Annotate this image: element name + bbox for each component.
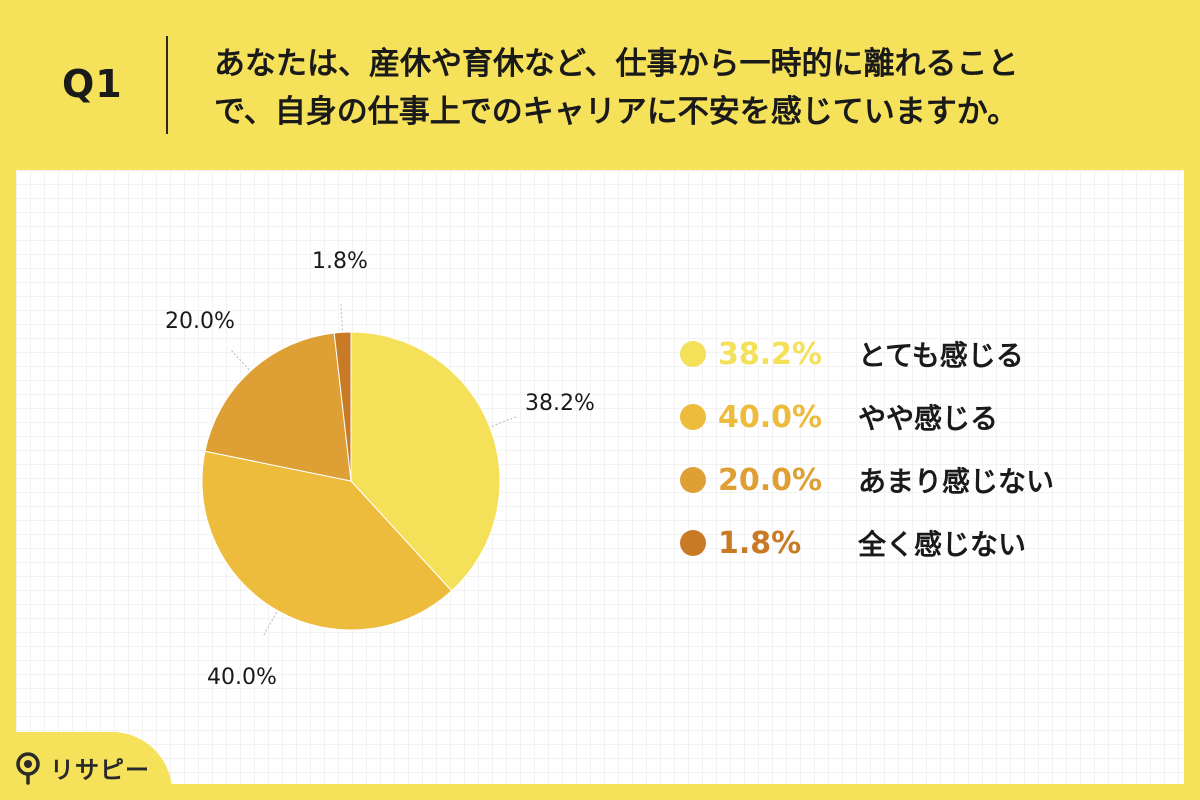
legend-item: 40.0% やや感じる [680, 397, 1054, 437]
question-header: Q1 あなたは、産休や育休など、仕事から一時的に離れること で、自身の仕事上での… [0, 0, 1200, 170]
legend-percent: 38.2% [718, 336, 823, 372]
question-line-1: あなたは、産休や育休など、仕事から一時的に離れること [214, 46, 1019, 82]
legend-percent: 1.8% [718, 525, 802, 561]
legend-label: あまり感じない [858, 465, 1055, 498]
question-text: あなたは、産休や育休など、仕事から一時的に離れること で、自身の仕事上でのキャリ… [214, 40, 1174, 136]
slice-data-label: 1.8% [312, 249, 368, 274]
legend-percent: 20.0% [718, 462, 823, 498]
magnifier-icon [16, 751, 40, 785]
legend-dot [680, 467, 706, 493]
brand-logo: リサピー [14, 750, 150, 785]
legend-label: とても感じる [858, 339, 1024, 372]
slice-data-label: 40.0% [207, 665, 277, 690]
pie-slice [204, 332, 352, 482]
label-leader-line [262, 612, 278, 638]
legend-item: 1.8% 全く感じない [680, 523, 1054, 563]
pie-slice [333, 331, 352, 482]
label-leader-line [340, 302, 343, 331]
legend-item: 20.0% あまり感じない [680, 460, 1054, 500]
pie-slice [350, 331, 501, 592]
question-line-2: で、自身の仕事上でのキャリアに不安を感じていますか。 [214, 94, 1019, 130]
chart-legend: 38.2% とても感じる 40.0% やや感じる 20.0% あまり感じない 1… [680, 334, 1054, 586]
label-leader-line [491, 415, 519, 427]
header-divider [166, 36, 168, 134]
legend-percent: 40.0% [718, 399, 823, 435]
question-number: Q1 [62, 62, 123, 106]
legend-dot [680, 341, 706, 367]
pie-slice [201, 450, 453, 631]
legend-item: 38.2% とても感じる [680, 334, 1054, 374]
label-leader-line [229, 348, 250, 370]
legend-label: 全く感じない [858, 528, 1027, 561]
logo-text: リサピー [50, 756, 150, 784]
legend-label: やや感じる [858, 402, 999, 435]
legend-dot [680, 530, 706, 556]
legend-dot [680, 404, 706, 430]
slice-data-label: 20.0% [165, 309, 235, 334]
slice-data-label: 38.2% [525, 391, 595, 416]
